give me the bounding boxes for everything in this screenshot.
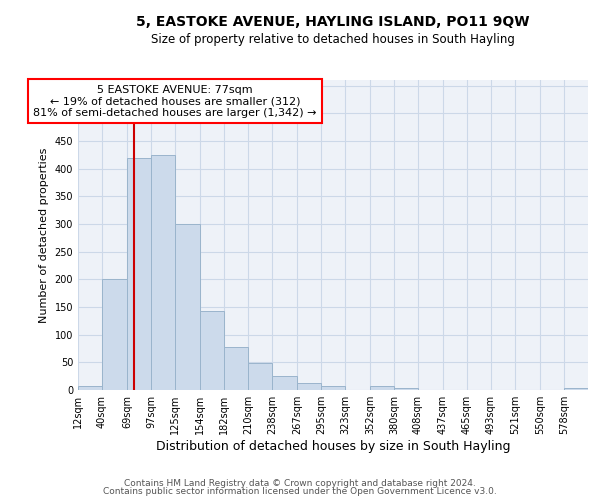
Bar [175,224,200,390]
Bar [200,311,224,390]
Bar [151,154,175,390]
Text: Size of property relative to detached houses in South Hayling: Size of property relative to detached ho… [151,32,515,46]
Bar [272,376,297,390]
Y-axis label: Number of detached properties: Number of detached properties [39,148,49,322]
Bar [564,388,588,390]
Text: 5, EASTOKE AVENUE, HAYLING ISLAND, PO11 9QW: 5, EASTOKE AVENUE, HAYLING ISLAND, PO11 … [136,15,530,29]
Bar [224,348,248,390]
X-axis label: Distribution of detached houses by size in South Hayling: Distribution of detached houses by size … [156,440,510,453]
Bar [370,386,394,390]
Bar [394,388,418,390]
Bar [321,386,345,390]
Text: 5 EASTOKE AVENUE: 77sqm
← 19% of detached houses are smaller (312)
81% of semi-d: 5 EASTOKE AVENUE: 77sqm ← 19% of detache… [33,84,317,118]
Text: Contains public sector information licensed under the Open Government Licence v3: Contains public sector information licen… [103,487,497,496]
Bar [78,386,102,390]
Bar [297,383,321,390]
Bar [248,364,272,390]
Text: Contains HM Land Registry data © Crown copyright and database right 2024.: Contains HM Land Registry data © Crown c… [124,478,476,488]
Bar [127,158,151,390]
Bar [102,280,127,390]
